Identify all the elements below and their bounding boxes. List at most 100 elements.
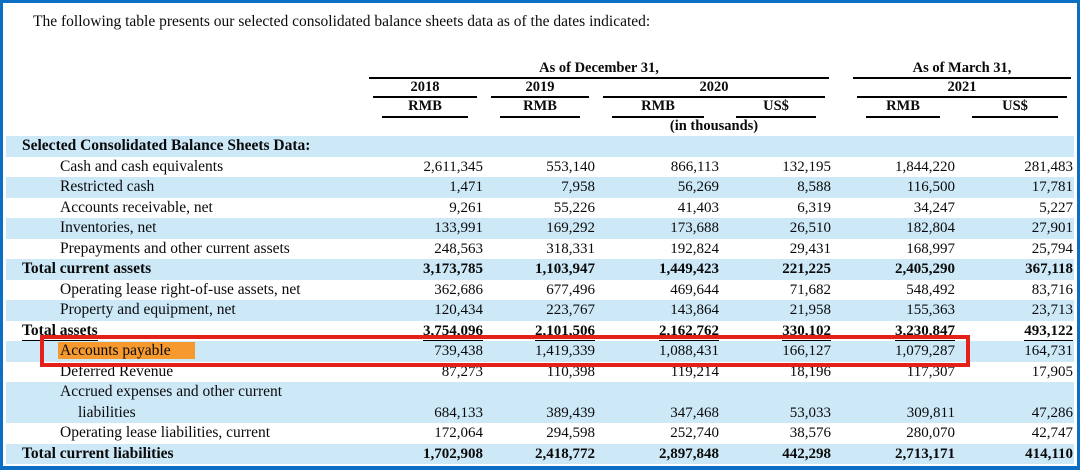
balance-sheet-table: As of December 31, As of March 31, 2018 … [6,60,1074,464]
cell-value: 309,811 [906,404,955,421]
cell-value: 1,419,339 [535,343,595,359]
cell-value: 2,418,772 [535,445,595,462]
header-year-2018: 2018 [373,79,477,98]
cell-value: 1,449,423 [659,261,719,277]
row-label: Total assets [22,321,98,341]
header-year-2021: 2021 [857,79,1067,98]
table-row: Total current liabilities 1,702,908 2,418,… [6,443,1074,464]
header-group-december: As of December 31, [369,60,829,79]
cell-value: 47,286 [1031,404,1073,421]
cell-value: 38,576 [789,425,831,441]
row-label: Operating lease right-of-use assets, net [60,280,301,298]
table-row: Property and equipment, net 120,434 223,76… [6,300,1074,321]
header-currency-rmb-2019: RMB [500,98,580,118]
cell-value: 3,754,096 [423,322,483,341]
highlighted-label: Accounts payable [58,342,195,359]
header-currency-row: RMB RMB RMB US$ RMB US$ [6,98,1074,118]
cell-value: 3,173,785 [423,261,483,277]
cell-value: 119,214 [670,363,719,380]
cell-value: 2,611,345 [423,158,483,175]
cell-value: 133,991 [434,220,483,236]
header-currency-usd-2020: US$ [736,98,816,118]
cell-value: 155,363 [906,302,955,318]
table-row: Deferred Revenue 87,273 110,398 119,214 18,1… [6,362,1074,383]
cell-value: 17,905 [1031,363,1073,380]
cell-value: 41,403 [677,199,719,216]
row-label: Restricted cash [60,178,155,195]
cell-value: 1,844,220 [895,158,955,175]
cell-value: 280,070 [906,425,955,441]
row-label: Inventories, net [60,219,157,236]
row-label: Deferred Revenue [60,362,174,380]
cell-value: 1,702,908 [423,445,483,462]
table-row: Operating lease liabilities, current 172,… [6,423,1074,444]
cell-value: 330,102 [782,322,831,341]
cell-value: 23,713 [1031,302,1073,318]
cell-value: 1,079,287 [895,343,955,359]
header-unit-row: (in thousands) [6,118,1074,136]
table-row: Prepayments and other current assets 248,… [6,239,1074,260]
header-group-march: As of March 31, [853,60,1071,79]
cell-value: 143,864 [670,302,719,318]
cell-value: 252,740 [670,425,719,441]
cell-value: 442,298 [782,445,831,462]
header-currency-rmb-2020: RMB [612,98,704,118]
cell-value: 117,307 [906,363,955,380]
cell-value: 389,439 [546,404,595,421]
header-group-row: As of December 31, As of March 31, [6,60,1074,79]
cell-value: 192,824 [670,240,719,257]
cell-value: 173,688 [670,220,719,236]
cell-value: 17,781 [1031,179,1073,195]
row-label: Accounts payable [6,341,366,362]
cell-value: 182,804 [906,220,955,236]
table-row: Accrued expenses and other current liabil… [6,382,1074,423]
cell-value: 34,247 [913,199,955,216]
cell-value: 169,292 [546,220,595,236]
cell-value: 1,088,431 [659,343,719,359]
cell-value: 469,644 [670,281,719,298]
cell-value: 1,103,947 [535,261,595,277]
header-currency-usd-2021: US$ [972,98,1058,118]
cell-value: 9,261 [449,199,483,216]
cell-value: 294,598 [546,425,595,441]
cell-value: 132,195 [782,158,831,175]
cell-value: 362,686 [434,281,483,298]
cell-value: 553,140 [546,158,595,175]
cell-value: 27,901 [1031,220,1073,236]
table-row: Restricted cash 1,471 7,958 56,269 8,588 116,… [6,177,1074,198]
cell-value: 29,431 [789,240,831,257]
table-row: Operating lease right-of-use assets, net… [6,280,1074,301]
table-row: Selected Consolidated Balance Sheets Dat… [6,136,1074,157]
cell-value: 2,405,290 [895,261,955,277]
cell-value: 684,133 [434,404,483,421]
cell-value: 120,434 [434,302,483,318]
row-label: Total current assets [22,260,152,277]
table-row: Total assets 3,754,096 2,101,506 2,162,762 3… [6,321,1074,342]
cell-value: 172,064 [434,425,483,441]
header-year-2020: 2020 [603,79,825,98]
cell-value: 42,747 [1031,425,1073,441]
cell-value: 493,122 [1024,322,1073,341]
cell-value: 2,101,506 [535,322,595,341]
cell-value: 739,438 [434,343,483,359]
unit-note: (in thousands) [669,118,759,134]
table-row: Total current assets 3,173,785 1,103,947 1,… [6,259,1074,280]
cell-value: 2,713,171 [895,445,955,462]
cell-value: 281,483 [1024,158,1073,175]
intro-text: The following table presents our selecte… [33,13,651,30]
table-row: Inventories, net 133,991 169,292 173,688 26,… [6,218,1074,239]
row-label: Accounts receivable, net [60,198,213,216]
cell-value: 25,794 [1031,240,1073,257]
cell-value: 164,731 [1024,343,1073,359]
cell-value: 2,162,762 [659,322,719,341]
header-currency-rmb-2018: RMB [382,98,468,118]
cell-value: 414,110 [1025,445,1073,462]
header-year-row: 2018 2019 2020 2021 [6,79,1074,98]
cell-value: 223,767 [546,302,595,318]
cell-value: 1,471 [449,179,483,195]
cell-value: 166,127 [782,343,831,359]
cell-value: 5,227 [1039,199,1073,216]
table-body: Selected Consolidated Balance Sheets Dat… [6,136,1074,464]
cell-value: 53,033 [789,404,831,421]
